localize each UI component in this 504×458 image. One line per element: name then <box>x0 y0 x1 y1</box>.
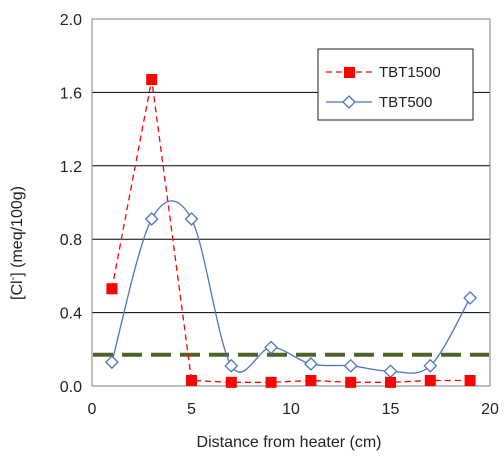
data-point-tbt500 <box>184 212 199 226</box>
data-point-tbt500 <box>463 291 478 305</box>
series-tbt500 <box>104 200 478 379</box>
legend-label-tbt500: TBT500 <box>379 94 432 111</box>
data-point-tbt1500 <box>464 374 476 386</box>
series-line-tbt1500 <box>111 79 471 383</box>
y-tick-label: 1.2 <box>60 159 82 176</box>
legend-label-tbt1500: TBT1500 <box>379 64 441 81</box>
data-point-tbt500 <box>343 358 358 373</box>
data-point-tbt500 <box>423 358 438 373</box>
data-point-tbt1500 <box>424 374 436 386</box>
data-point-tbt1500 <box>146 74 158 86</box>
legend: TBT1500 TBT500 <box>317 48 474 121</box>
data-point-tbt500 <box>224 358 239 373</box>
series-tbt1500 <box>106 74 476 388</box>
legend-box <box>317 48 474 121</box>
data-point-tbt500 <box>264 340 279 355</box>
data-point-tbt1500 <box>385 376 396 388</box>
data-point-tbt1500 <box>186 374 197 386</box>
data-point-tbt500 <box>104 355 119 370</box>
y-tick-label: 1.6 <box>60 85 82 102</box>
x-tick-label: 20 <box>481 401 499 418</box>
x-tick-label: 0 <box>88 401 97 418</box>
x-tick-label: 5 <box>187 401 196 418</box>
grid-lines <box>92 91 490 314</box>
legend-marker-tbt500 <box>342 95 356 109</box>
data-point-tbt1500 <box>345 376 357 388</box>
data-point-tbt1500 <box>265 376 277 388</box>
data-point-tbt1500 <box>305 374 317 386</box>
legend-item-tbt500: TBT500 <box>326 94 432 111</box>
data-point-tbt500 <box>383 364 398 379</box>
data-point-tbt1500 <box>225 376 237 388</box>
y-tick-label: 0.8 <box>60 232 82 249</box>
y-tick-labels: 0.0 0.4 0.8 1.2 1.6 2.0 <box>60 12 82 396</box>
y-axis-label: [Cl-] (meq/100g) <box>7 186 26 300</box>
y-tick-label: 0.4 <box>60 306 82 323</box>
x-tick-label: 15 <box>382 401 400 418</box>
y-tick-label: 2.0 <box>60 12 82 29</box>
data-point-tbt1500 <box>106 283 118 295</box>
x-tick-label: 10 <box>282 401 300 418</box>
legend-item-tbt1500: TBT1500 <box>326 64 441 81</box>
series-layer <box>104 74 478 388</box>
series-line-tbt500 <box>111 200 471 374</box>
x-axis-label: Distance from heater (cm) <box>197 434 382 451</box>
data-point-tbt500 <box>303 357 318 371</box>
y-tick-label: 0.0 <box>60 379 82 396</box>
legend-marker-tbt1500 <box>344 67 355 78</box>
x-tick-labels: 0 5 10 15 20 <box>88 401 499 418</box>
data-point-tbt500 <box>144 212 159 226</box>
plot-area-frame <box>91 18 491 387</box>
